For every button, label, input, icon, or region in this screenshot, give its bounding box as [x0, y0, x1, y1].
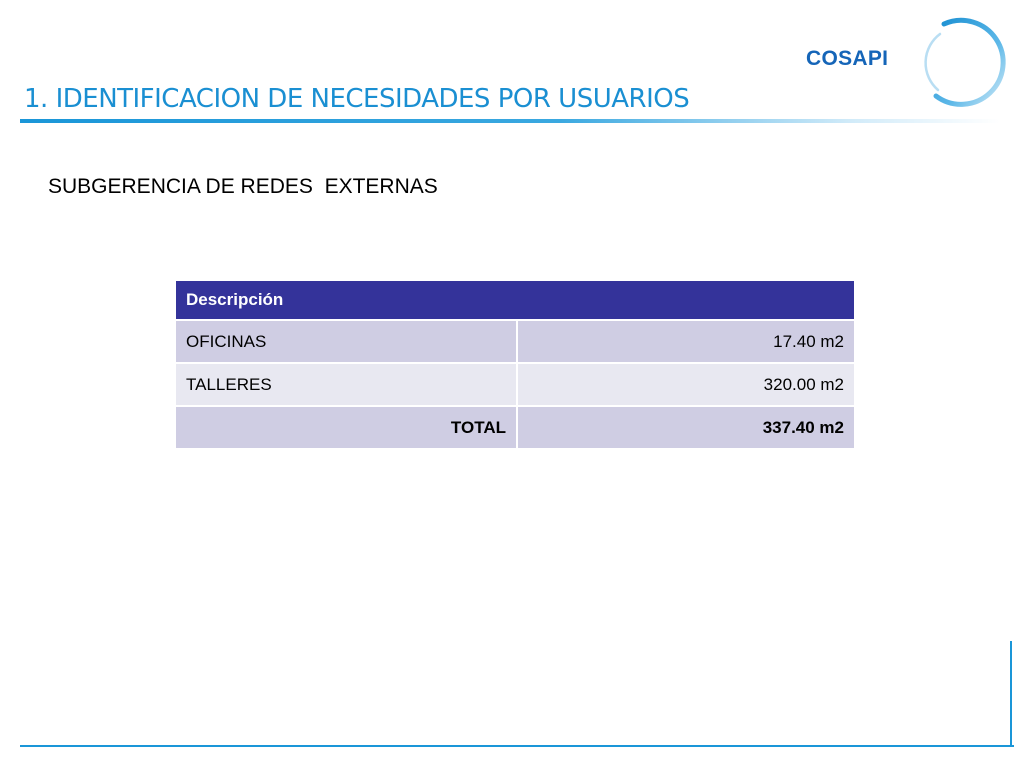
column-header-descripcion: Descripción — [174, 279, 856, 321]
table-header-row: Descripción — [174, 279, 856, 321]
frame-right-line — [1010, 641, 1012, 747]
row-value: 17.40 m2 — [516, 319, 856, 364]
row-label: TALLERES — [174, 362, 518, 407]
total-label: TOTAL — [174, 405, 518, 450]
slide-title: 1. IDENTIFICACION DE NECESIDADES POR USU… — [24, 84, 690, 114]
title-underline — [20, 119, 1000, 123]
frame-bottom-line — [20, 745, 1014, 747]
total-row: TOTAL 337.40 m2 — [174, 405, 856, 450]
row-label: OFICINAS — [174, 319, 518, 364]
table-row: OFICINAS 17.40 m2 — [174, 319, 856, 364]
areas-table: Descripción OFICINAS 17.40 m2 TALLERES 3… — [174, 279, 856, 450]
section-subtitle: SUBGERENCIA DE REDES EXTERNAS — [48, 175, 438, 198]
row-value: 320.00 m2 — [516, 362, 856, 407]
logo-ring-icon — [924, 17, 1006, 107]
company-logo-text: COSAPI — [806, 47, 889, 70]
table-row: TALLERES 320.00 m2 — [174, 362, 856, 407]
total-value: 337.40 m2 — [516, 405, 856, 450]
